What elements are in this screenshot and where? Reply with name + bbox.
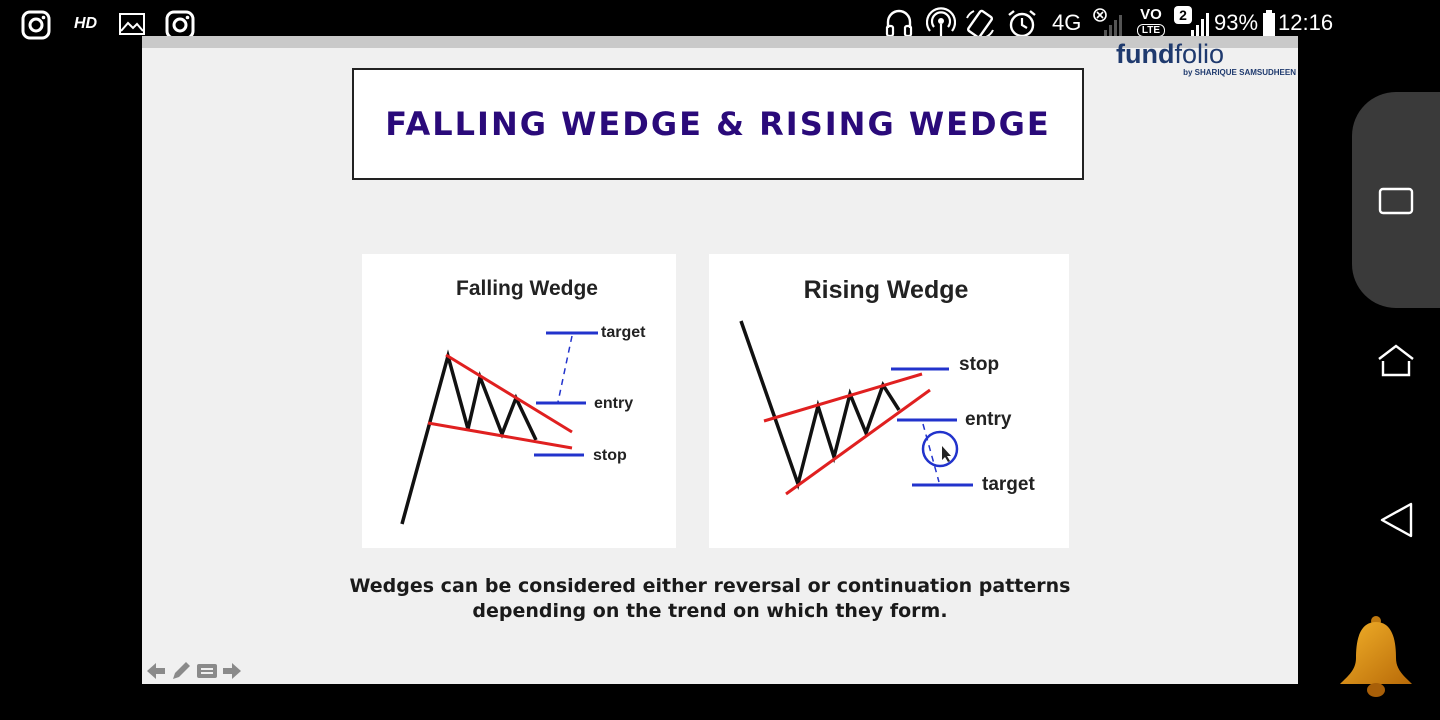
slide-controls: [146, 660, 246, 682]
cursor-highlight-circle: [921, 430, 959, 468]
pen-icon[interactable]: [170, 660, 192, 682]
signal-icon: [1093, 8, 1122, 38]
falling-wedge-panel: Falling Wedge target entry stop: [362, 254, 676, 548]
home-icon[interactable]: [1376, 342, 1416, 378]
signal-bars-icon: [1191, 13, 1209, 37]
slide-caption: Wedges can be considered either reversal…: [292, 574, 1128, 624]
caption-line-2: depending on the trend on which they for…: [472, 600, 948, 622]
rising-wedge-entry-label: entry: [965, 409, 1012, 430]
rising-wedge-upper-trendline: [763, 372, 923, 423]
previous-arrow-icon[interactable]: [146, 662, 166, 680]
video-player[interactable]: fundfolio by SHARIQUE SAMSUDHEEN FALLING…: [142, 36, 1298, 684]
falling-wedge-diagram: Falling Wedge target entry stop: [400, 277, 646, 525]
network-type: 4G: [1052, 10, 1082, 35]
back-icon[interactable]: [1378, 500, 1414, 540]
clock: 12:16: [1278, 10, 1334, 35]
fundfolio-logo: fundfolio by SHARIQUE SAMSUDHEEN: [1116, 40, 1296, 77]
brand-name: fundfolio: [1116, 39, 1225, 69]
hotspot-icon: [926, 7, 956, 39]
slide-title: FALLING WEDGE & RISING WEDGE: [385, 105, 1051, 143]
falling-wedge-title: Falling Wedge: [456, 277, 598, 300]
next-arrow-icon[interactable]: [222, 662, 242, 680]
slide-title-box: FALLING WEDGE & RISING WEDGE: [352, 68, 1084, 180]
sim-badge: 2: [1174, 6, 1192, 24]
cursor-icon: [942, 446, 951, 462]
caption-line-1: Wedges can be considered either reversal…: [349, 575, 1071, 597]
notification-bell-icon[interactable]: [1336, 614, 1416, 698]
video-top-strip: [142, 36, 1298, 48]
instagram-icon: [21, 10, 51, 40]
falling-wedge-stop-label: stop: [593, 447, 627, 464]
falling-wedge-entry-label: entry: [594, 395, 633, 412]
menu-icon[interactable]: [196, 663, 218, 679]
rising-wedge-diagram: Rising Wedge stop entry target: [739, 276, 1035, 496]
falling-wedge-projection-dash: [557, 335, 573, 403]
rising-wedge-lower-trendline: [785, 388, 931, 496]
navigation-pill: [1352, 92, 1440, 308]
brand-byline: by SHARIQUE SAMSUDHEEN: [1183, 68, 1296, 77]
rising-wedge-title: Rising Wedge: [804, 276, 969, 304]
falling-wedge-lower-trendline: [427, 421, 573, 450]
rising-wedge-price-line: [739, 320, 901, 491]
rising-wedge-target-label: target: [982, 474, 1035, 495]
falling-wedge-upper-trendline: [445, 353, 573, 434]
battery-percent: 93%: [1214, 10, 1259, 35]
falling-wedge-price-line: [400, 349, 538, 525]
battery-icon: [1263, 10, 1275, 37]
rising-wedge-stop-label: stop: [959, 354, 999, 375]
falling-wedge-target-label: target: [601, 324, 646, 341]
rising-wedge-panel: Rising Wedge stop entry target: [709, 254, 1069, 548]
image-icon: [119, 13, 145, 35]
hd-icon: HD: [74, 15, 98, 32]
recent-apps-icon[interactable]: [1378, 186, 1414, 216]
